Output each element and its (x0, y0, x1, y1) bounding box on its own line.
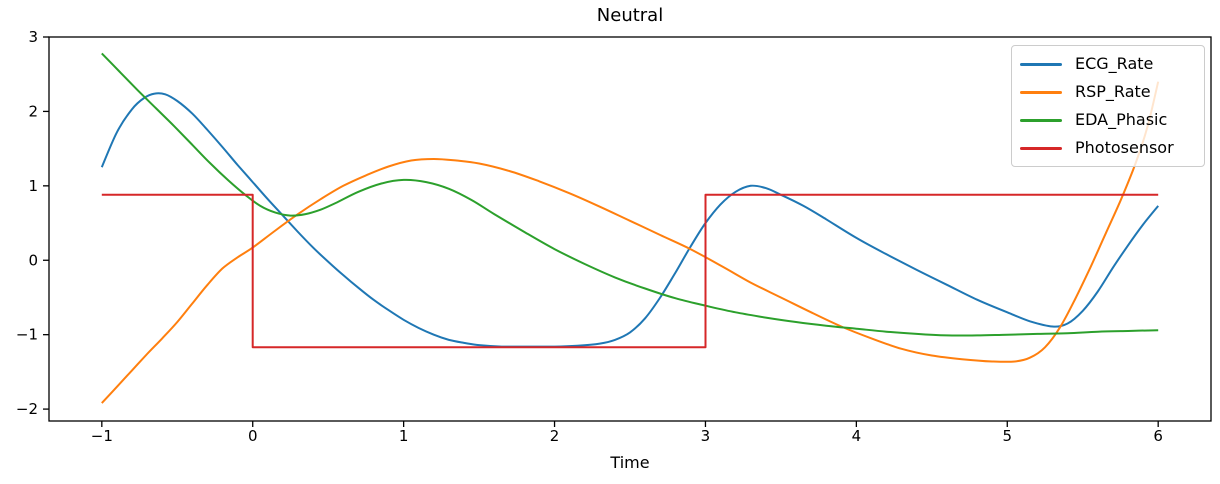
plot-frame (48, 36, 1212, 422)
legend-line-swatch (1020, 146, 1062, 150)
y-tick-label: 0 (28, 251, 38, 269)
legend-item-ECG_Rate: ECG_Rate (1020, 50, 1196, 78)
x-tick-label: 0 (248, 427, 258, 445)
legend-label: EDA_Phasic (1075, 110, 1168, 129)
series-line-ECG_Rate (100, 92, 1159, 348)
legend: ECG_Rate RSP_Rate EDA_Phasic Photosensor (1011, 45, 1205, 167)
x-tick-label: 6 (1153, 427, 1163, 445)
x-tick-label: 5 (1002, 427, 1012, 445)
legend-label: Photosensor (1075, 138, 1174, 157)
legend-line-swatch (1020, 62, 1062, 66)
y-tick-label: −1 (16, 326, 38, 344)
x-axis-label: Time (610, 453, 650, 472)
legend-label: RSP_Rate (1075, 82, 1151, 101)
x-tick-label: 2 (550, 427, 560, 445)
series-line-RSP_Rate (101, 81, 1160, 404)
legend-item-Photosensor: Photosensor (1020, 134, 1196, 162)
y-tick-label: −2 (16, 400, 38, 418)
legend-item-RSP_Rate: RSP_Rate (1020, 78, 1196, 106)
legend-label: ECG_Rate (1075, 54, 1154, 73)
y-tick-label: 3 (28, 28, 38, 46)
series-line-EDA_Phasic (101, 52, 1159, 337)
y-tick-label: 2 (28, 102, 38, 120)
legend-item-EDA_Phasic: EDA_Phasic (1020, 106, 1196, 134)
y-tick-label: 1 (28, 177, 38, 195)
legend-line-swatch (1020, 118, 1062, 122)
x-tick-label: 4 (852, 427, 862, 445)
series-line-Photosensor (101, 193, 1159, 349)
x-tick-label: 3 (701, 427, 711, 445)
x-tick-label: 1 (399, 427, 409, 445)
chart-title: Neutral (596, 5, 664, 26)
x-tick-label: −1 (91, 427, 113, 445)
legend-line-swatch (1020, 90, 1062, 94)
